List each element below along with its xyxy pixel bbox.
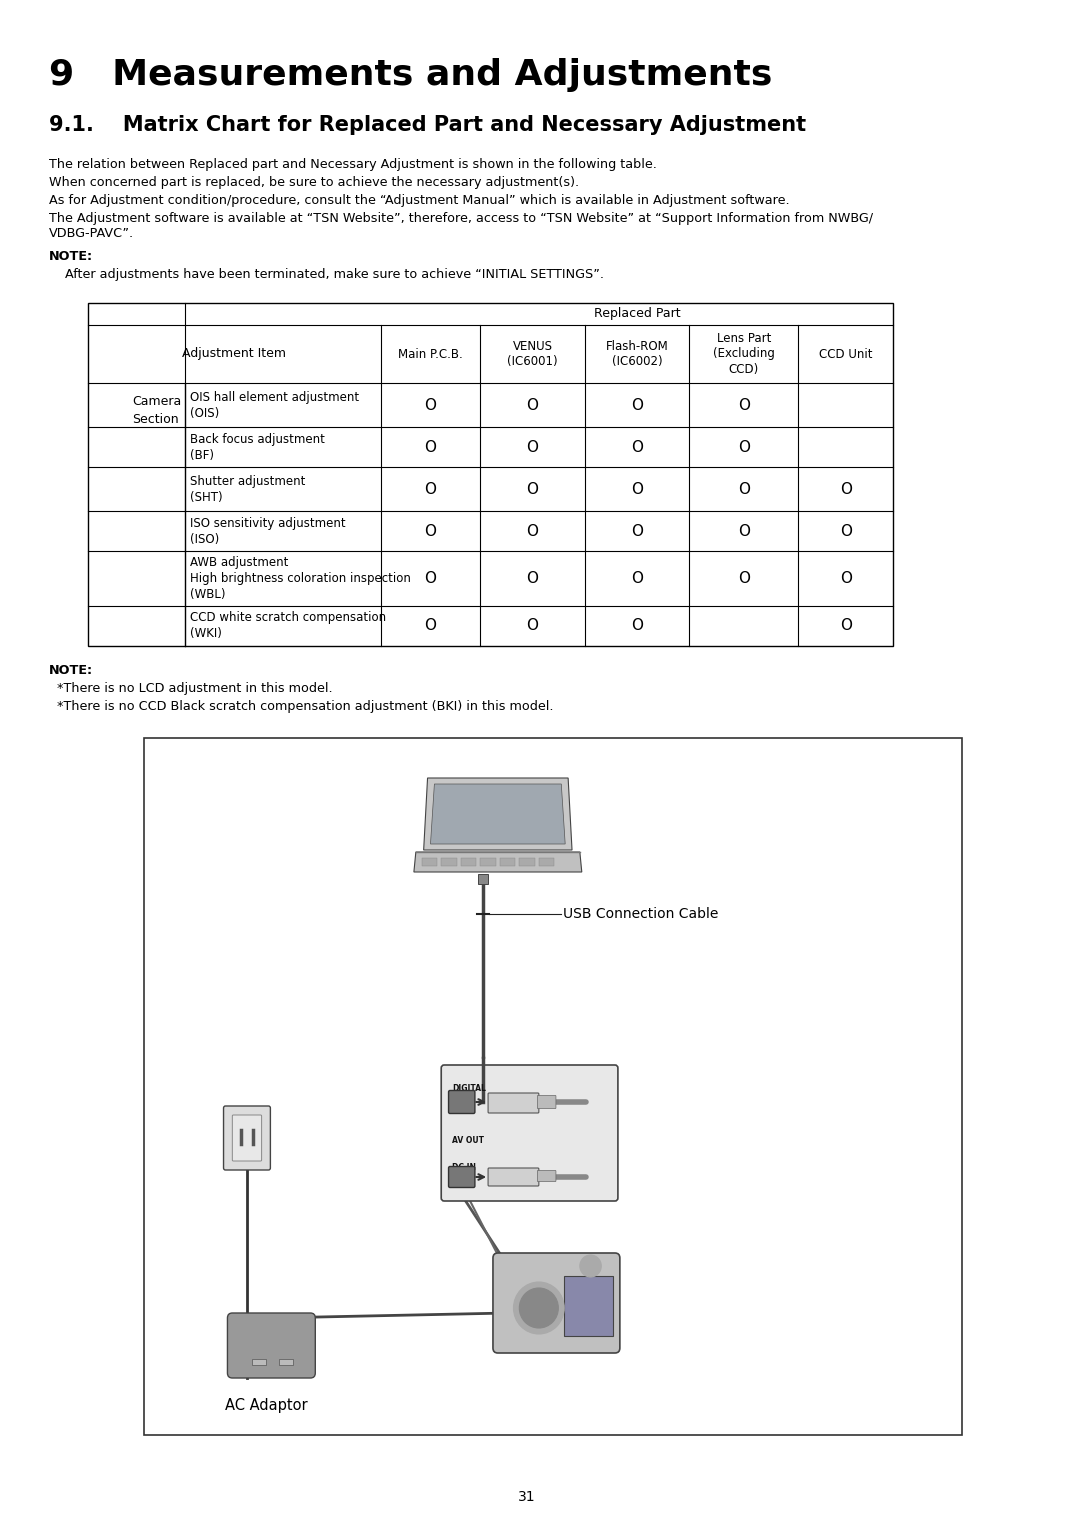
Text: As for Adjustment condition/procedure, consult the “Adjustment Manual” which is : As for Adjustment condition/procedure, c… (49, 194, 789, 208)
Text: OIS hall element adjustment
(OIS): OIS hall element adjustment (OIS) (190, 391, 360, 420)
Bar (421, 858, 437, 866)
Text: *There is no LCD adjustment in this model.: *There is no LCD adjustment in this mode… (49, 683, 333, 695)
FancyBboxPatch shape (448, 1167, 475, 1188)
FancyBboxPatch shape (228, 1313, 315, 1377)
Bar (481, 858, 496, 866)
Text: O: O (631, 481, 643, 496)
Bar (145, 738, 961, 1435)
Bar (519, 858, 535, 866)
Text: The relation between Replaced part and Necessary Adjustment is shown in the foll: The relation between Replaced part and N… (49, 157, 657, 171)
Bar (280, 1359, 293, 1365)
FancyBboxPatch shape (448, 1090, 475, 1113)
Text: O: O (840, 618, 852, 634)
Text: Replaced Part: Replaced Part (594, 307, 680, 321)
Text: When concerned part is replaced, be sure to achieve the necessary adjustment(s).: When concerned part is replaced, be sure… (49, 176, 579, 189)
Circle shape (513, 1283, 564, 1335)
Polygon shape (431, 783, 565, 844)
Bar (461, 858, 476, 866)
FancyBboxPatch shape (538, 1095, 556, 1109)
Circle shape (525, 1293, 553, 1322)
Polygon shape (478, 873, 488, 884)
Text: O: O (738, 397, 750, 412)
Text: O: O (738, 524, 750, 539)
FancyBboxPatch shape (538, 1171, 556, 1182)
Text: O: O (526, 524, 539, 539)
Text: O: O (424, 440, 436, 455)
Text: O: O (631, 618, 643, 634)
FancyBboxPatch shape (488, 1093, 539, 1113)
Text: O: O (424, 524, 436, 539)
Circle shape (580, 1255, 602, 1277)
Text: O: O (424, 481, 436, 496)
Text: O: O (631, 440, 643, 455)
Text: O: O (526, 618, 539, 634)
FancyBboxPatch shape (232, 1115, 261, 1161)
Text: O: O (526, 397, 539, 412)
Circle shape (532, 1301, 545, 1315)
Text: USB Connection Cable: USB Connection Cable (564, 907, 718, 921)
FancyBboxPatch shape (492, 1254, 620, 1353)
Bar (87, 302, 893, 646)
Text: 31: 31 (518, 1490, 536, 1504)
Text: Flash-ROM
(IC6002): Flash-ROM (IC6002) (606, 339, 669, 368)
Text: AWB adjustment
High brightness coloration inspection
(WBL): AWB adjustment High brightness coloratio… (190, 556, 411, 602)
Text: O: O (738, 440, 750, 455)
Text: DIGITAL: DIGITAL (451, 1084, 486, 1093)
Text: 9.1.    Matrix Chart for Replaced Part and Necessary Adjustment: 9.1. Matrix Chart for Replaced Part and … (49, 115, 806, 134)
Text: After adjustments have been terminated, make sure to achieve “INITIAL SETTINGS”.: After adjustments have been terminated, … (49, 269, 604, 281)
Text: AC Adaptor: AC Adaptor (225, 1399, 308, 1412)
Text: O: O (631, 571, 643, 586)
Bar (442, 858, 457, 866)
Text: ISO sensitivity adjustment
(ISO): ISO sensitivity adjustment (ISO) (190, 516, 346, 545)
Text: CCD Unit: CCD Unit (819, 348, 873, 360)
Text: O: O (738, 481, 750, 496)
Text: VENUS
(IC6001): VENUS (IC6001) (508, 339, 557, 368)
Bar (252, 1359, 266, 1365)
Text: O: O (840, 524, 852, 539)
Text: Back focus adjustment
(BF): Back focus adjustment (BF) (190, 432, 325, 461)
Text: 9   Measurements and Adjustments: 9 Measurements and Adjustments (49, 58, 772, 92)
Text: Camera
Section: Camera Section (132, 395, 181, 426)
Text: O: O (738, 571, 750, 586)
FancyBboxPatch shape (488, 1168, 539, 1186)
Bar (564, 1277, 613, 1336)
Text: NOTE:: NOTE: (49, 664, 93, 676)
FancyBboxPatch shape (224, 1106, 270, 1170)
Text: Lens Part
(Excluding
CCD): Lens Part (Excluding CCD) (713, 331, 774, 377)
Text: O: O (424, 397, 436, 412)
Text: Adjustment Item: Adjustment Item (183, 348, 286, 360)
Polygon shape (414, 852, 582, 872)
Text: O: O (631, 524, 643, 539)
Text: DC IN: DC IN (451, 1164, 476, 1173)
Text: The Adjustment software is available at “TSN Website”, therefore, access to “TSN: The Adjustment software is available at … (49, 212, 873, 240)
Text: O: O (631, 397, 643, 412)
Text: CCD white scratch compensation
(WKI): CCD white scratch compensation (WKI) (190, 611, 387, 640)
Text: O: O (840, 571, 852, 586)
Text: O: O (424, 618, 436, 634)
Text: O: O (526, 571, 539, 586)
Text: O: O (526, 481, 539, 496)
Bar (539, 858, 554, 866)
Text: Shutter adjustment
(SHT): Shutter adjustment (SHT) (190, 475, 306, 504)
Polygon shape (423, 777, 572, 851)
Text: Main P.C.B.: Main P.C.B. (399, 348, 463, 360)
FancyBboxPatch shape (442, 1064, 618, 1202)
Text: O: O (526, 440, 539, 455)
Text: AV OUT: AV OUT (451, 1136, 484, 1145)
Text: NOTE:: NOTE: (49, 250, 93, 263)
Text: *There is no CCD Black scratch compensation adjustment (BKI) in this model.: *There is no CCD Black scratch compensat… (49, 699, 553, 713)
Text: O: O (424, 571, 436, 586)
Text: O: O (840, 481, 852, 496)
Circle shape (519, 1287, 558, 1328)
Bar (500, 858, 515, 866)
